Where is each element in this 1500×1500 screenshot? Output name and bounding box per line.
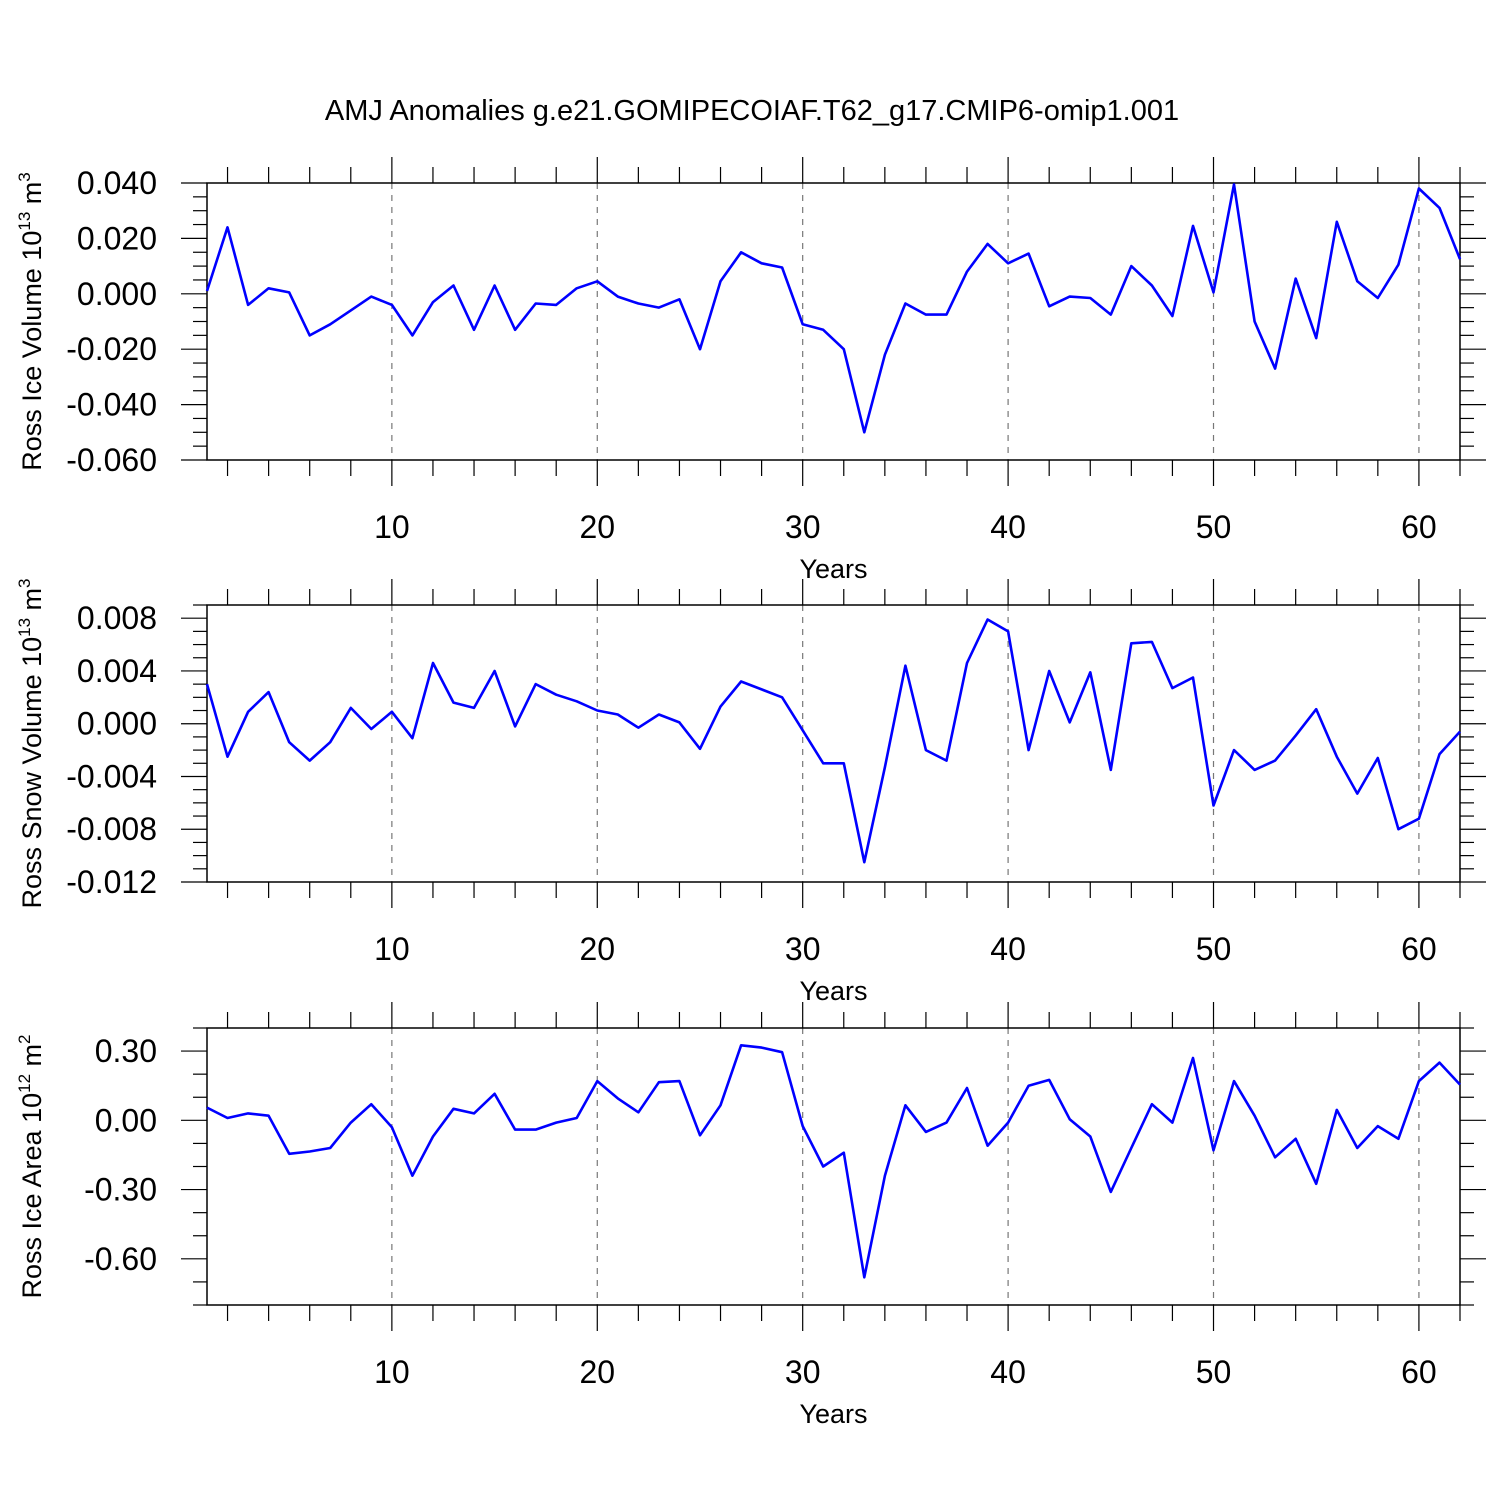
y-tick-label: -0.008 [66, 811, 157, 847]
y-tick-label: -0.012 [66, 864, 157, 900]
x-tick-label: 50 [1196, 1354, 1232, 1390]
x-axis-label: Years [799, 976, 867, 1006]
y-tick-label: 0.020 [77, 220, 157, 256]
y-tick-label: -0.040 [66, 387, 157, 423]
x-tick-label: 40 [990, 509, 1026, 545]
y-axis-label: Ross Ice Area 1012 m2 [15, 1034, 47, 1298]
x-tick-label: 30 [785, 509, 821, 545]
panel-ice-area: -0.60 -0.30 0.00 0.30 10 20 30 40 50 60 Years Ross … [15, 1002, 1486, 1429]
plot-frame [206, 182, 1461, 461]
x-tick-label: 60 [1401, 1354, 1437, 1390]
y-tick-label: -0.30 [84, 1172, 157, 1208]
x-tick-label: 30 [785, 931, 821, 967]
x-axis-label: Years [799, 1399, 867, 1429]
x-tick-label: 10 [374, 509, 410, 545]
x-tick-label: 20 [579, 509, 615, 545]
series-line-ice-area [206, 1044, 1461, 1279]
y-tick-label: -0.020 [66, 331, 157, 367]
x-tick-label: 50 [1196, 509, 1232, 545]
x-tick-label: 30 [785, 1354, 821, 1390]
x-axis-label: Years [799, 554, 867, 584]
x-tick-label: 10 [374, 931, 410, 967]
plot-frame [206, 604, 1461, 883]
x-tick-label: 40 [990, 931, 1026, 967]
y-tick-label: 0.30 [95, 1033, 157, 1069]
figure-title: AMJ Anomalies g.e21.GOMIPECOIAF.T62_g17.… [325, 95, 1179, 127]
x-tick-label: 60 [1401, 931, 1437, 967]
x-tick-label: 40 [990, 1354, 1026, 1390]
y-tick-label: 0.00 [95, 1102, 157, 1138]
y-tick-label: 0.000 [77, 276, 157, 312]
x-tick-label: 20 [579, 931, 615, 967]
y-tick-label: 0.040 [77, 165, 157, 201]
y-tick-label: -0.60 [84, 1241, 157, 1277]
series-line-ice-volume [205, 183, 1462, 434]
y-tick-label: 0.008 [77, 600, 157, 636]
x-tick-label: 10 [374, 1354, 410, 1390]
y-tick-label: -0.060 [66, 442, 157, 478]
x-tick-label: 60 [1401, 509, 1437, 545]
y-tick-label: 0.004 [77, 653, 157, 689]
panel-snow-volume: -0.012 -0.008 -0.004 0.000 0.004 0.008 10 20 30 4… [15, 578, 1486, 1006]
series-line-snow-volume [205, 618, 1461, 864]
x-tick-label: 50 [1196, 931, 1232, 967]
y-axis-label: Ross Snow Volume 1013 m3 [15, 578, 47, 908]
panel-ice-volume: -0.060 -0.040 -0.020 0.000 0.020 0.040 10 20 30 4… [15, 157, 1486, 584]
y-tick-label: -0.004 [66, 758, 157, 794]
y-tick-label: 0.000 [77, 706, 157, 742]
x-tick-label: 20 [579, 1354, 615, 1390]
plot-frame [206, 1027, 1461, 1306]
y-axis-label: Ross Ice Volume 1013 m3 [15, 172, 47, 471]
